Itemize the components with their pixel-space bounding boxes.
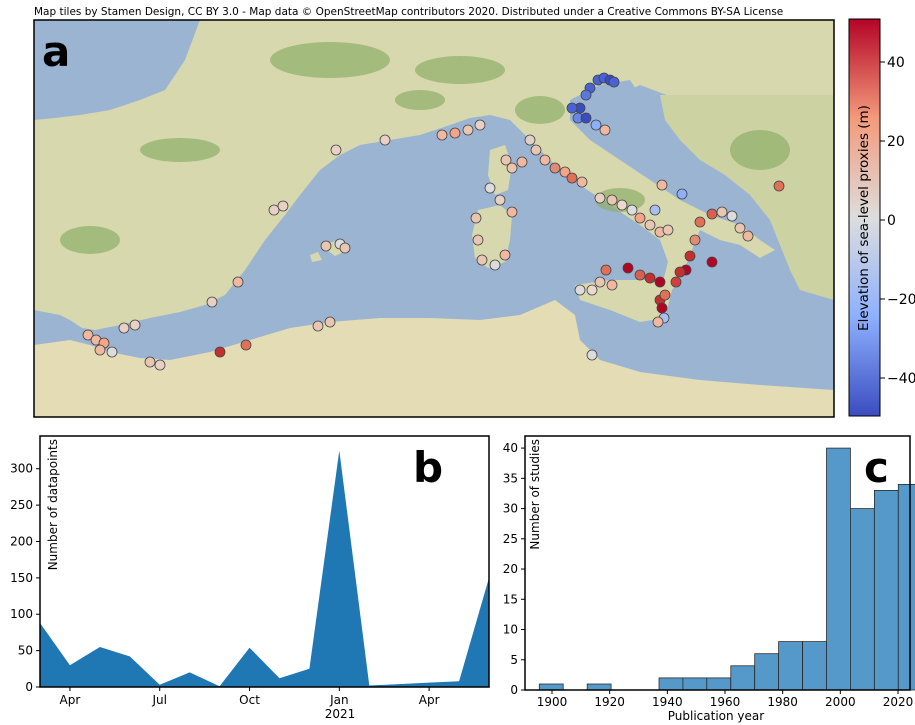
c-xtick-label: 1980 — [767, 695, 798, 709]
histogram-bar — [586, 683, 612, 691]
studies-histogram — [538, 447, 915, 691]
panel-c-frame — [524, 435, 911, 691]
c-ytick-label: 20 — [503, 562, 518, 576]
c-xtick-label: 2020 — [883, 695, 914, 709]
panel-label-c: c — [864, 443, 889, 492]
c-ytick-label: 0 — [510, 683, 518, 697]
histogram-bar — [802, 641, 827, 691]
panel-c: c Number of studies 0 5 10 15 20 25 30 35 40 190… — [503, 435, 915, 723]
b-xtick-label: Apr — [419, 693, 440, 707]
c-xtick-label: 1900 — [537, 695, 568, 709]
b-xtick-label: Jul — [151, 693, 166, 707]
colorbar-label: Elevation of sea-level proxies (m) — [856, 105, 872, 331]
panel-label-a: a — [42, 27, 70, 76]
colorbar — [848, 18, 881, 417]
map-panel — [34, 20, 834, 417]
c-ytick-label: 30 — [503, 502, 518, 516]
bay-of-biscay — [34, 20, 200, 120]
cbar-tick: 20 — [887, 134, 905, 150]
colorbar-ticks: 40 20 0 −20 −40 — [880, 55, 915, 387]
c-ytick-label: 35 — [503, 471, 518, 485]
panel-c-ylabel: Number of studies — [528, 439, 542, 550]
cbar-tick: 40 — [887, 55, 905, 71]
b-ytick-label: 100 — [10, 607, 33, 621]
b-ytick-label: 200 — [10, 534, 33, 548]
c-xtick-label: 1940 — [652, 695, 683, 709]
map-attribution: Map tiles by Stamen Design, CC BY 3.0 - … — [34, 6, 784, 18]
adriatic-sea — [570, 80, 775, 235]
map-frame — [33, 19, 835, 418]
histogram-bar — [850, 508, 875, 691]
c-xtick-label: 1960 — [710, 695, 741, 709]
panel-label-b: b — [413, 443, 443, 492]
b-ytick-label: 0 — [25, 680, 33, 694]
balkans-land — [660, 95, 834, 300]
histogram-bar — [897, 483, 915, 691]
europe-land — [34, 20, 834, 330]
proxy-points — [82, 72, 785, 371]
c-ytick-label: 10 — [503, 623, 518, 637]
panel-b: b Number of datapoints 0 50 100 150 200 250 30… — [10, 435, 490, 721]
sicily — [575, 280, 672, 322]
panel-b-ylabel: Number of datapoints — [46, 439, 60, 570]
b-ytick-label: 150 — [10, 571, 33, 585]
panel-b-frame — [39, 435, 490, 688]
histogram-bar — [730, 665, 756, 691]
c-ytick-label: 15 — [503, 592, 518, 606]
histogram-bar — [706, 677, 732, 691]
c-ytick-label: 40 — [503, 441, 518, 455]
panel-c-xlabel: Publication year — [668, 709, 765, 723]
c-xtick-label: 1920 — [594, 695, 625, 709]
panel-b-year-label: 2021 — [325, 707, 356, 721]
c-ytick-label: 5 — [510, 653, 518, 667]
histogram-bar — [874, 489, 899, 691]
terrain-shading — [60, 42, 790, 254]
b-xtick-label: Oct — [239, 693, 260, 707]
panel-b-x-axis: Apr Jul Oct Jan Apr — [60, 687, 440, 707]
panel-c-x-axis: 1900 1920 1940 1960 1980 2000 2020 — [537, 690, 914, 709]
b-xtick-label: Jan — [329, 693, 349, 707]
c-xtick-label: 2000 — [825, 695, 856, 709]
cbar-tick: −40 — [887, 371, 915, 387]
panel-c-y-axis: 0 5 10 15 20 25 30 35 40 — [503, 441, 525, 697]
b-xtick-label: Apr — [60, 693, 81, 707]
b-ytick-label: 300 — [10, 462, 33, 476]
histogram-bar — [682, 677, 708, 691]
panel-b-y-axis: 0 50 100 150 200 250 300 — [10, 462, 40, 694]
c-ytick-label: 25 — [503, 532, 518, 546]
datapoints-area — [40, 450, 489, 687]
histogram-bar — [658, 677, 684, 691]
north-africa-land — [34, 300, 834, 417]
b-ytick-label: 50 — [18, 644, 33, 658]
histogram-bar — [826, 447, 851, 691]
cbar-tick: 0 — [887, 213, 896, 229]
cbar-tick: −20 — [887, 292, 915, 308]
histogram-bar — [538, 683, 564, 691]
histogram-bar — [778, 641, 803, 691]
b-ytick-label: 250 — [10, 498, 33, 512]
histogram-bar — [754, 653, 780, 691]
